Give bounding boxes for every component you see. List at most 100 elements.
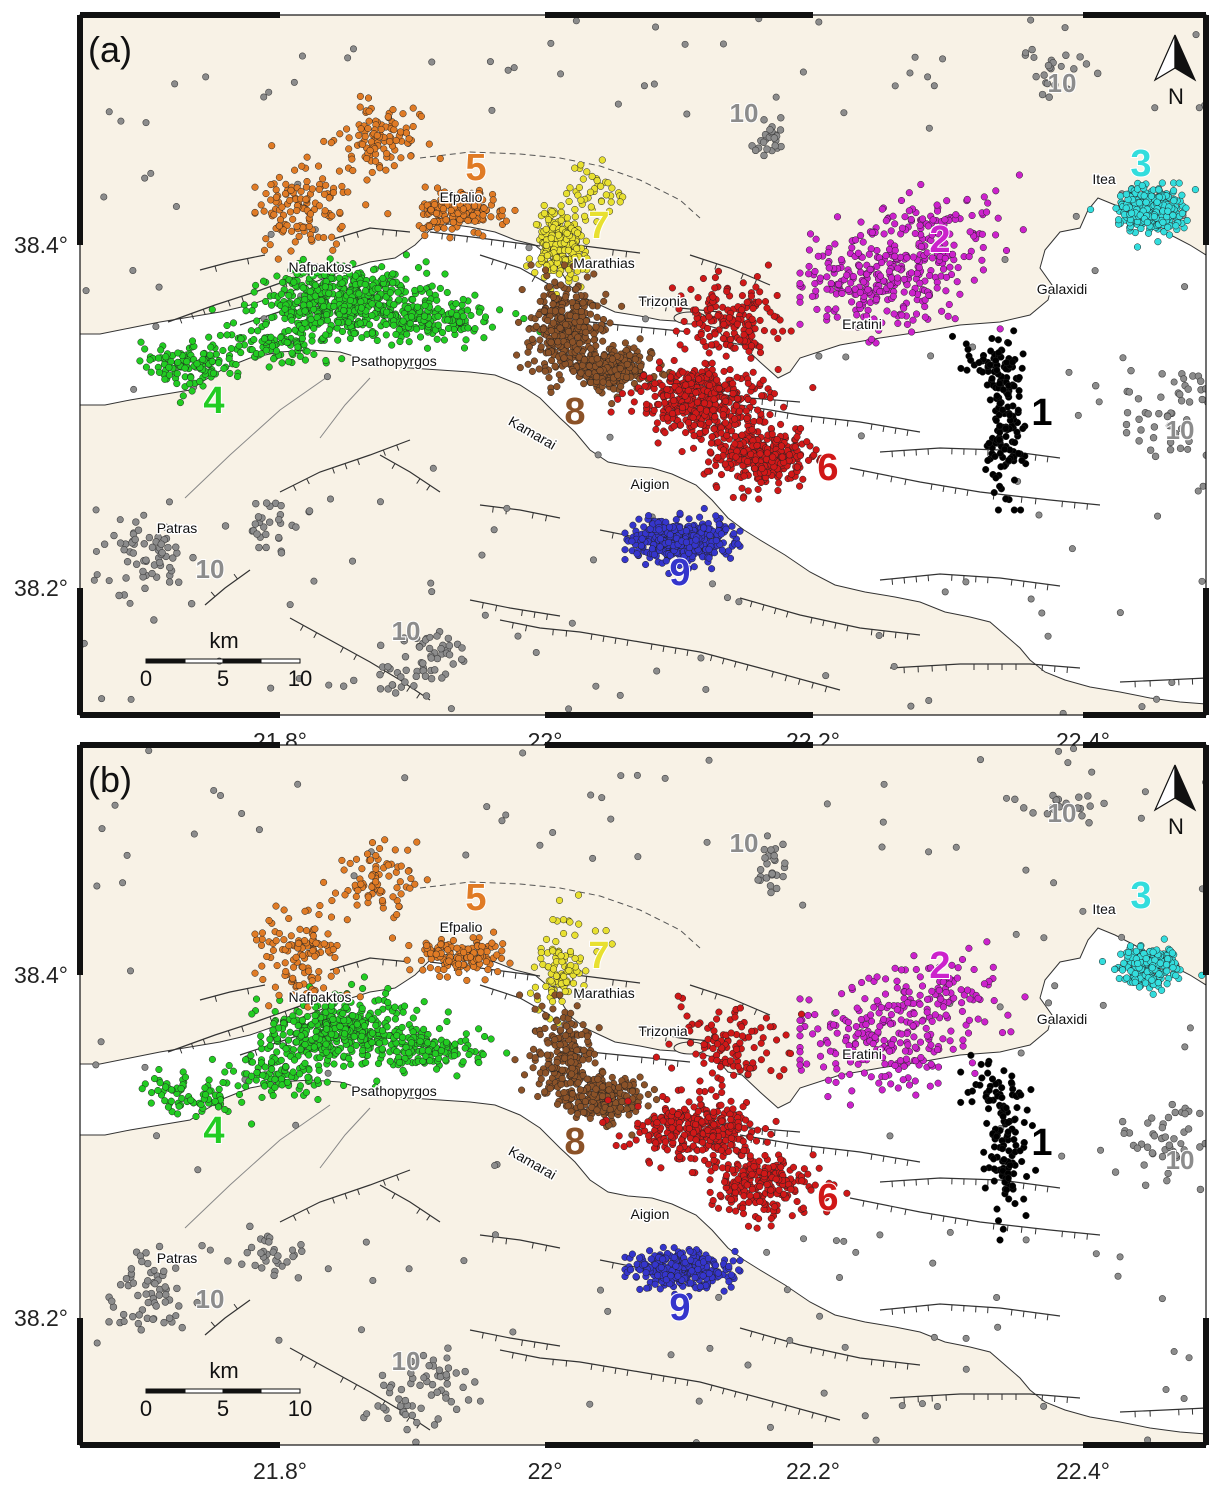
cluster-7-event — [554, 231, 563, 239]
fault-tick — [714, 263, 718, 270]
cluster-2-event — [806, 230, 815, 238]
cluster-5-event — [345, 134, 353, 142]
cluster-6-event — [804, 456, 813, 464]
lineament — [184, 374, 331, 499]
cluster-2-event — [891, 252, 899, 260]
cluster-4-event — [386, 289, 394, 297]
background-event — [1198, 577, 1206, 585]
cluster-8-event — [545, 374, 553, 382]
cluster-4-event — [338, 355, 346, 363]
fault-tick — [882, 630, 885, 637]
cluster-6-event — [747, 354, 755, 362]
cluster-6-event — [761, 298, 770, 306]
cluster-8-event — [524, 360, 532, 368]
cluster-5-event — [262, 235, 270, 243]
cluster-5-event — [260, 246, 269, 254]
cluster-4-event — [443, 288, 451, 297]
background-event — [488, 106, 496, 114]
cluster-4-event — [368, 300, 376, 308]
cluster-7-event — [557, 216, 565, 224]
cluster-6-event — [711, 274, 719, 282]
cluster-2-event — [911, 229, 919, 238]
cluster-3-event — [1172, 222, 1180, 230]
background-event — [1158, 370, 1166, 378]
cluster-6-event — [711, 413, 719, 421]
background-event — [410, 682, 418, 690]
fault-tick — [870, 629, 873, 636]
cluster-4-event — [322, 331, 330, 339]
cluster-8-event — [553, 383, 561, 391]
cluster-9-event — [712, 512, 720, 520]
background-event — [458, 644, 466, 652]
background-event — [116, 539, 125, 547]
cluster-4-event — [308, 337, 316, 345]
background-event — [1150, 423, 1159, 431]
cluster-2-event — [860, 278, 868, 286]
background-event — [891, 82, 899, 90]
background-event — [840, 109, 848, 117]
cluster-6-event — [714, 438, 722, 446]
cluster-5-event — [396, 128, 405, 136]
cluster-6-event — [700, 399, 708, 407]
background-event — [1065, 368, 1073, 376]
cluster-8-event — [572, 293, 580, 301]
cluster-8-event — [600, 297, 608, 305]
cluster-4-event — [444, 316, 452, 324]
cluster-8-event — [556, 324, 564, 332]
cluster-6-event — [675, 386, 683, 394]
cluster-6-event — [705, 313, 713, 321]
fault-line — [204, 569, 251, 606]
fault-line — [499, 619, 841, 691]
background-event — [265, 88, 273, 96]
cluster-5-event — [464, 217, 472, 225]
cluster-4-event — [298, 334, 306, 343]
background-event — [962, 578, 970, 586]
background-event — [751, 146, 760, 155]
cluster-6-event — [705, 419, 713, 427]
cluster-6-event — [714, 267, 723, 275]
cluster-6-event — [701, 359, 709, 367]
cluster-4-event — [174, 358, 182, 366]
cluster-3-event — [1170, 187, 1178, 195]
background-event — [594, 451, 602, 459]
cluster-2-event — [808, 292, 816, 300]
background-event — [911, 53, 919, 61]
cluster-4-event — [216, 331, 224, 339]
cluster-5-event — [439, 205, 447, 213]
cluster-2-event — [835, 280, 843, 288]
cluster-7-event — [547, 234, 555, 242]
fault-tick — [810, 416, 813, 423]
fault-tick — [1034, 582, 1037, 589]
cluster-5-event — [498, 206, 507, 214]
cluster-4-event — [436, 284, 444, 292]
background-event — [260, 523, 268, 531]
fault-tick — [876, 473, 879, 480]
background-event — [641, 315, 649, 323]
background-event — [82, 287, 90, 295]
background-event — [1062, 51, 1070, 59]
fault-tick — [357, 459, 360, 466]
background-event — [1198, 395, 1206, 404]
cluster-3-event — [1150, 213, 1158, 221]
cluster-3-event — [1175, 179, 1183, 187]
cluster-2-event — [944, 312, 952, 320]
cluster-4-event — [467, 311, 475, 319]
cluster-5-event — [338, 182, 346, 190]
cluster-4-event — [320, 271, 329, 279]
fault-tick — [1046, 456, 1049, 463]
cluster-3-event — [1137, 224, 1145, 233]
fault-tick — [416, 693, 421, 699]
cluster-2-event — [833, 213, 842, 221]
background-event — [427, 654, 435, 662]
cluster-6-event — [749, 304, 757, 313]
cluster-6-event — [710, 425, 718, 433]
cluster-2-event — [951, 315, 959, 323]
cluster-8-event — [585, 369, 593, 377]
cluster-2-event — [952, 211, 960, 219]
background-event — [1095, 398, 1103, 406]
background-event — [292, 523, 300, 531]
background-event — [397, 683, 406, 691]
cluster-7-event — [557, 202, 565, 210]
cluster-2-event — [882, 217, 890, 225]
background-event — [1045, 93, 1053, 101]
